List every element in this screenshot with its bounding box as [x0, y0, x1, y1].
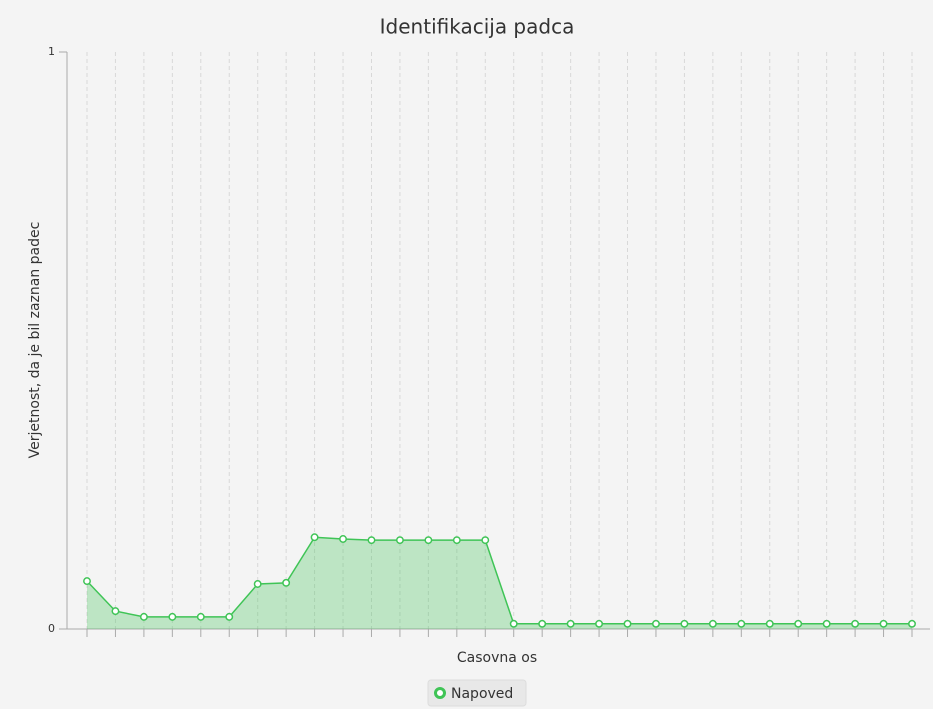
legend-marker [434, 687, 446, 699]
data-point [652, 619, 660, 628]
data-point [395, 536, 404, 545]
y-tick-label: 1 [48, 45, 55, 58]
data-point [765, 619, 774, 628]
data-point [908, 619, 916, 628]
data-point [111, 607, 120, 616]
data-point [822, 619, 831, 628]
data-point [708, 619, 717, 628]
y-tick-label: 0 [48, 622, 55, 635]
data-point [879, 619, 888, 628]
data-point [566, 619, 575, 628]
data-point [367, 536, 376, 545]
data-point [737, 619, 746, 628]
data-point [623, 619, 632, 628]
data-point [310, 533, 319, 542]
data-point [339, 535, 347, 543]
data-point [282, 578, 291, 587]
data-point [225, 612, 234, 621]
chart-title: Identifikacija padca [380, 15, 575, 39]
data-point [538, 619, 547, 628]
data-point [680, 619, 689, 628]
data-point [794, 619, 803, 628]
data-point [83, 577, 91, 586]
data-point [168, 612, 177, 621]
data-point [595, 619, 604, 628]
legend-label: Napoved [451, 686, 513, 702]
data-point [139, 612, 148, 621]
data-point [253, 580, 262, 588]
data-point [481, 536, 490, 545]
y-axis-label: Verjetnost, da je bil zaznan padec [27, 222, 43, 459]
area-line [86, 536, 912, 625]
data-point [452, 536, 461, 545]
data-point [424, 536, 433, 545]
legend-box [427, 679, 527, 707]
data-point [509, 619, 518, 628]
data-point [196, 612, 205, 621]
x-axis-label: Casovna os [457, 650, 537, 666]
data-point [851, 619, 860, 628]
